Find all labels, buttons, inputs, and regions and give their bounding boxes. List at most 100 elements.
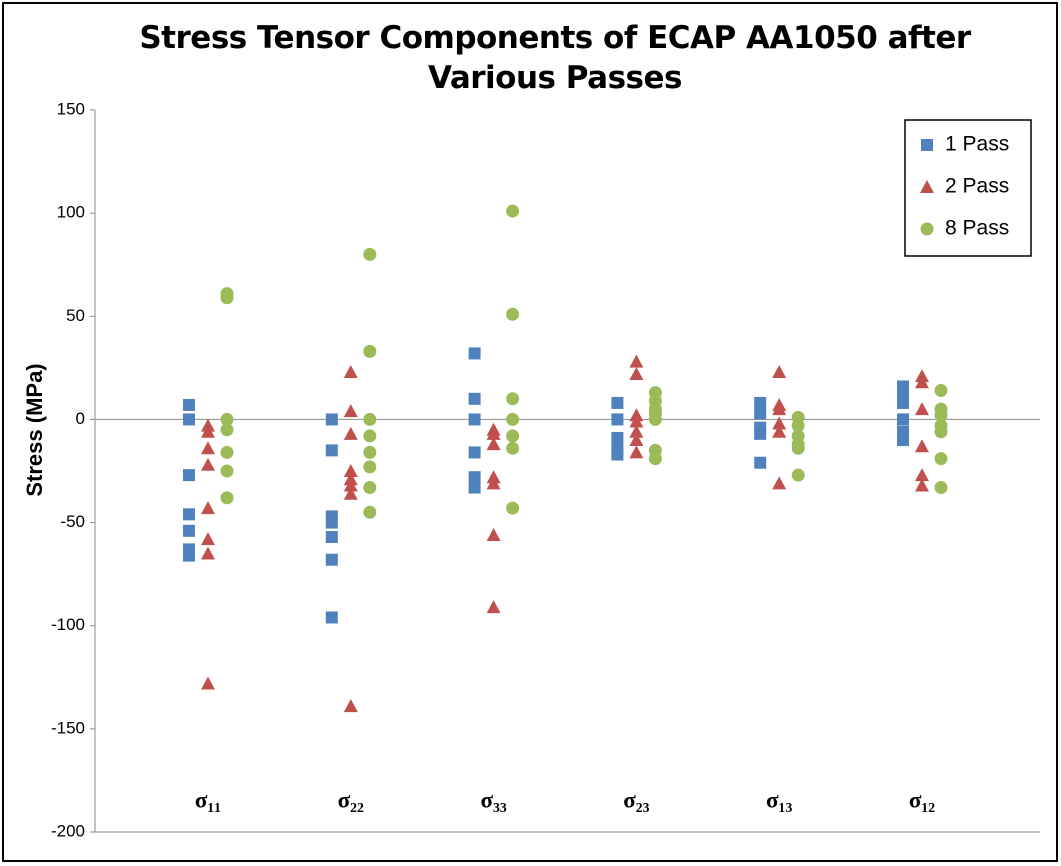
point (648, 452, 662, 466)
point (897, 434, 909, 447)
point (468, 347, 481, 360)
point (183, 508, 195, 521)
x-tick-label: σ₁₃ (766, 787, 792, 812)
point (343, 478, 358, 492)
y-tick-label: 100 (57, 203, 85, 222)
x-tick-label: σ₂₂ (338, 787, 364, 812)
point (506, 441, 520, 455)
point (325, 510, 338, 523)
point (791, 419, 805, 433)
point (791, 441, 805, 455)
y-tick-label: 0 (76, 409, 85, 428)
point (325, 413, 338, 426)
point (629, 433, 644, 447)
point (772, 476, 787, 490)
x-tick-label: σ₂₃ (623, 787, 649, 812)
point (934, 425, 948, 439)
point (343, 364, 358, 378)
point (363, 344, 377, 358)
chart-title: Stress Tensor Components of ECAP AA1050 … (139, 20, 971, 96)
point (325, 553, 338, 566)
point (506, 412, 520, 426)
point (506, 307, 520, 321)
y-axis-label: Stress (MPa) (22, 363, 47, 496)
point (611, 413, 624, 426)
point (934, 408, 948, 422)
point (363, 505, 377, 519)
legend-label: 8 Pass (945, 217, 1009, 240)
point (201, 457, 215, 471)
point (791, 468, 805, 482)
point (201, 501, 215, 515)
point (897, 386, 909, 399)
point (934, 384, 948, 398)
x-tick-label: σ₁₁ (195, 787, 221, 812)
point (611, 396, 624, 409)
point (468, 392, 481, 405)
point (915, 468, 929, 482)
point (648, 412, 662, 426)
point (363, 412, 377, 426)
x-tick-label: σ₃₃ (480, 787, 506, 812)
y-tick-label: -100 (51, 615, 85, 634)
legend-marker (921, 139, 933, 151)
point (343, 464, 358, 477)
point (629, 424, 644, 438)
point (772, 364, 787, 378)
point (629, 367, 644, 381)
legend-label: 2 Pass (945, 175, 1009, 198)
point (325, 444, 338, 457)
point (468, 481, 481, 494)
point (486, 527, 501, 541)
point (611, 448, 624, 461)
point (486, 437, 501, 451)
point (183, 524, 195, 537)
point (183, 398, 195, 411)
point (915, 439, 929, 453)
y-tick-label: -50 (60, 512, 85, 531)
point (183, 413, 195, 426)
y-tick-label: -200 (51, 821, 85, 840)
point (183, 469, 195, 482)
point (363, 445, 377, 459)
legend-label: 1 Pass (945, 133, 1009, 156)
point (201, 546, 215, 560)
point (486, 600, 501, 614)
point (363, 481, 377, 495)
point (629, 414, 644, 428)
point (934, 452, 948, 466)
legend-marker (920, 222, 934, 236)
point (486, 426, 501, 440)
point (220, 291, 234, 305)
point (201, 424, 215, 438)
y-tick-label: 150 (57, 99, 85, 118)
point (915, 375, 929, 389)
point (897, 396, 909, 409)
point (754, 407, 767, 420)
point (220, 464, 234, 478)
point (506, 429, 520, 443)
point (325, 516, 338, 529)
x-tick-label: σ₁₂ (909, 787, 935, 812)
point (506, 392, 520, 406)
point (343, 426, 358, 440)
point (201, 532, 215, 546)
point (201, 676, 215, 690)
point (220, 445, 234, 459)
point (915, 402, 929, 416)
point (915, 478, 929, 492)
point (772, 402, 787, 416)
point (629, 354, 644, 368)
y-tick-label: -150 (51, 718, 85, 737)
point (772, 416, 787, 430)
point (934, 481, 948, 495)
point (468, 471, 481, 484)
point (897, 413, 909, 426)
point (343, 404, 358, 418)
y-tick-label: 50 (66, 306, 85, 325)
point (772, 424, 787, 438)
point (506, 501, 520, 515)
